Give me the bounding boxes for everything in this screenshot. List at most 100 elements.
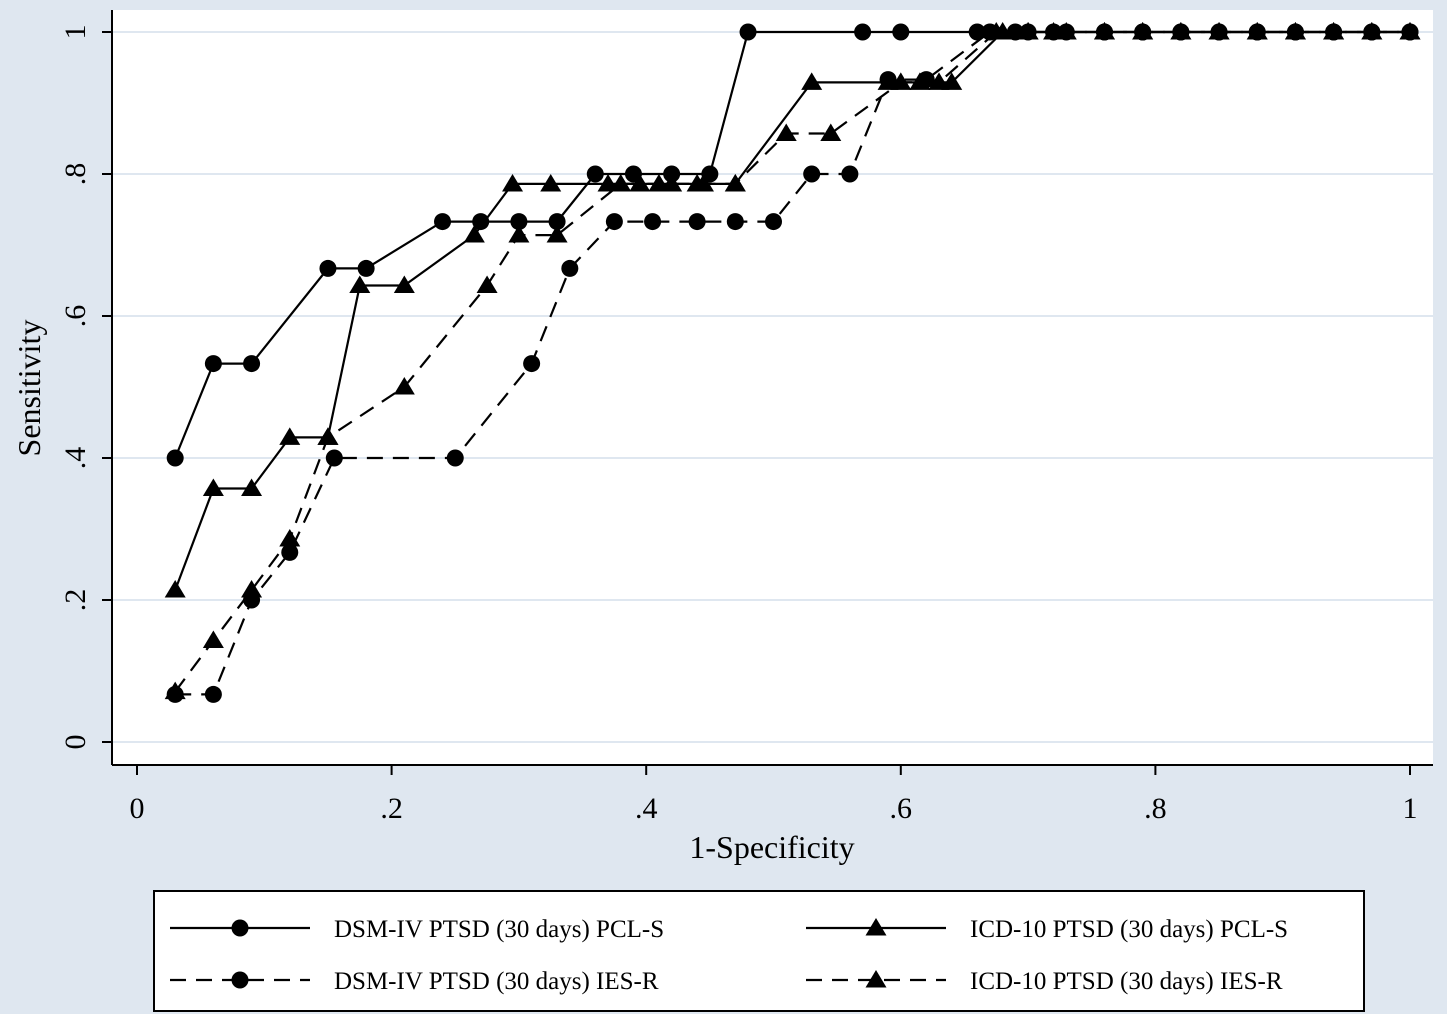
data-point-triangle: [1017, 22, 1039, 40]
data-point-circle: [917, 71, 935, 89]
series-layer: [164, 22, 1421, 703]
data-point-triangle: [202, 478, 224, 497]
legend-box: [153, 890, 1365, 1012]
legend-marker-circle: [231, 971, 249, 989]
data-point-triangle: [820, 123, 842, 142]
x-axis-title: 1-Specificity: [689, 829, 854, 865]
data-point-triangle: [1361, 22, 1383, 40]
data-point-circle: [357, 259, 375, 277]
data-point-triangle: [1399, 22, 1421, 40]
data-point-circle: [523, 355, 541, 373]
data-point-triangle: [928, 72, 950, 90]
data-point-triangle: [1208, 22, 1230, 40]
data-point-circle: [319, 259, 337, 277]
legend-item-0: DSM-IV PTSD (30 days) PCL-S: [170, 916, 664, 943]
data-point-triangle: [1284, 22, 1306, 40]
legend-item-3: ICD-10 PTSD (30 days) IES-R: [806, 968, 1283, 995]
data-point-circle: [204, 685, 222, 703]
legend-item-1: ICD-10 PTSD (30 days) PCL-S: [806, 916, 1288, 943]
legend-label: ICD-10 PTSD (30 days) IES-R: [970, 968, 1283, 995]
data-point-triangle: [164, 681, 186, 700]
data-point-circle: [243, 355, 261, 373]
data-point-circle: [968, 23, 986, 41]
data-point-circle: [434, 213, 452, 231]
x-tick-label: .8: [1144, 792, 1167, 825]
x-tick-label: 1: [1403, 792, 1418, 825]
y-axis-title: Sensitivity: [11, 320, 47, 457]
data-point-triangle: [686, 173, 708, 192]
data-point-circle: [472, 213, 490, 231]
data-point-circle: [765, 213, 782, 231]
data-point-triangle: [1323, 22, 1345, 40]
axes: 0 .2 .4 .6 .8 1 0 .2 .4 .6 .8 1: [59, 10, 1433, 825]
data-point-triangle: [393, 377, 415, 395]
data-point-circle: [204, 355, 222, 373]
data-point-triangle: [202, 630, 224, 648]
series-3: [164, 22, 1421, 700]
data-point-circle: [879, 71, 897, 89]
data-point-triangle: [648, 173, 670, 192]
data-point-triangle: [349, 275, 371, 293]
data-point-circle: [605, 213, 623, 231]
data-point-triangle: [1132, 22, 1154, 40]
data-point-triangle: [724, 173, 746, 192]
data-point-circle: [446, 449, 464, 467]
legend-item-2: DSM-IV PTSD (30 days) IES-R: [170, 968, 659, 995]
data-point-triangle: [775, 123, 797, 142]
legend-marker-triangle: [865, 918, 887, 936]
data-point-circle: [561, 259, 579, 277]
data-point-circle: [803, 165, 821, 183]
y-tick-label: .8: [59, 163, 92, 186]
data-point-triangle: [890, 72, 912, 90]
x-tick-label: .6: [890, 792, 913, 825]
data-point-triangle: [1093, 22, 1115, 40]
data-point-triangle: [241, 478, 263, 497]
data-point-circle: [688, 213, 706, 231]
legend-label: ICD-10 PTSD (30 days) PCL-S: [970, 916, 1288, 943]
data-point-circle: [548, 213, 566, 231]
data-point-triangle: [279, 427, 301, 445]
data-point-circle: [510, 213, 528, 231]
data-point-triangle: [463, 225, 485, 243]
data-point-triangle: [508, 225, 530, 243]
x-tick-label: .2: [380, 792, 403, 825]
y-tick-label: 1: [59, 25, 92, 40]
data-point-triangle: [610, 173, 632, 192]
data-point-circle: [644, 213, 662, 231]
data-point-triangle: [546, 225, 568, 243]
legend-marker-circle: [231, 919, 249, 937]
data-point-circle: [726, 213, 744, 231]
y-tick-label: .2: [59, 589, 92, 612]
data-point-circle: [166, 449, 184, 467]
data-point-circle: [281, 543, 299, 561]
data-point-triangle: [1246, 22, 1268, 40]
data-point-triangle: [801, 72, 823, 90]
data-point-triangle: [317, 427, 339, 445]
legend: DSM-IV PTSD (30 days) PCL-S ICD-10 PTSD (…: [153, 890, 1365, 1012]
data-point-circle: [739, 23, 757, 41]
data-point-triangle: [1043, 22, 1065, 40]
x-tick-label: .4: [635, 792, 658, 825]
y-tick-label: 0: [59, 735, 92, 750]
legend-label: DSM-IV PTSD (30 days) IES-R: [334, 968, 659, 995]
data-point-triangle: [629, 173, 651, 192]
plot-area: [112, 10, 1433, 765]
data-point-circle: [586, 165, 604, 183]
data-point-triangle: [540, 173, 562, 192]
y-tick-label: .6: [59, 305, 92, 328]
data-point-circle: [325, 449, 343, 467]
data-point-triangle: [279, 528, 301, 547]
x-tick-label: 0: [130, 792, 145, 825]
data-point-circle: [854, 23, 872, 41]
legend-marker-triangle: [865, 970, 887, 988]
data-point-circle: [841, 165, 859, 183]
data-point-triangle: [985, 22, 1007, 40]
data-point-triangle: [241, 580, 263, 598]
legend-label: DSM-IV PTSD (30 days) PCL-S: [334, 916, 664, 943]
data-point-triangle: [502, 173, 524, 192]
data-point-circle: [892, 23, 910, 41]
data-point-triangle: [1170, 22, 1192, 40]
data-point-triangle: [393, 275, 415, 293]
data-point-triangle: [476, 275, 498, 293]
